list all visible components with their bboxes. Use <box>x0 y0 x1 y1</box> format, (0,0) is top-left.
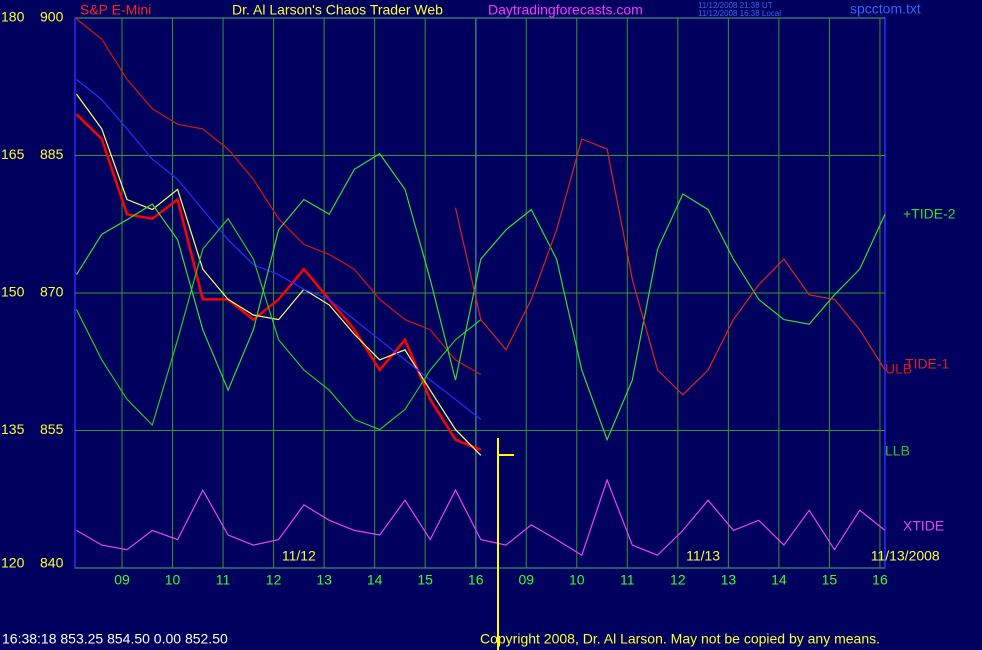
date-label: 11/12 <box>282 548 316 564</box>
x-tick-label: 10 <box>165 572 181 588</box>
x-tick-label: 15 <box>417 572 433 588</box>
x-tick-label: 16 <box>872 572 888 588</box>
x-tick-label: 14 <box>771 572 787 588</box>
date-label: 11/13 <box>686 548 720 564</box>
series-line <box>75 152 886 442</box>
y2-tick-label: 180 <box>1 9 25 25</box>
series-line <box>76 478 886 557</box>
y-tick-label: 855 <box>40 421 64 437</box>
x-tick-label: 09 <box>518 572 534 588</box>
y2-tick-label: 135 <box>1 421 25 437</box>
series-label: +TIDE-2 <box>903 206 956 222</box>
y2-tick-label: 120 <box>1 555 25 571</box>
x-tick-label: 13 <box>316 572 332 588</box>
timestamp: 11/12/2008 21:38 UT <box>698 1 773 10</box>
file-name: spcctom.txt <box>850 1 921 17</box>
series-line <box>75 113 482 451</box>
status: 16:38:18 853.25 854.50 0.00 852.50 <box>2 631 228 647</box>
series-line <box>76 78 482 420</box>
x-tick-label: 09 <box>114 572 130 588</box>
x-tick-label: 12 <box>266 572 282 588</box>
x-tick-label: 12 <box>670 572 686 588</box>
series-line <box>75 217 482 431</box>
x-tick-label: 16 <box>468 572 484 588</box>
copyright: Copyright 2008, Dr. Al Larson. May not b… <box>480 631 880 647</box>
x-tick-label: 14 <box>367 572 383 588</box>
series-label: ULB <box>885 361 912 377</box>
date-label: 11/13/2008 <box>871 548 940 564</box>
x-tick-label: 11 <box>216 572 231 588</box>
series-label: TIDE-1 <box>905 356 950 372</box>
series-line <box>454 138 886 396</box>
y-tick-label: 840 <box>40 555 64 571</box>
series-label: LLB <box>885 443 910 459</box>
series-label: XTIDE <box>903 518 944 534</box>
chart-title: S&P E-Mini <box>80 2 151 18</box>
x-tick-label: 13 <box>721 572 737 588</box>
y-tick-label: 885 <box>40 146 64 162</box>
lines <box>75 18 886 557</box>
chart-subtitle: Dr. Al Larson's Chaos Trader Web <box>232 2 443 18</box>
y-tick-label: 870 <box>40 284 64 300</box>
x-tick-label: 10 <box>569 572 585 588</box>
y2-tick-label: 150 <box>1 284 25 300</box>
site: Daytradingforecasts.com <box>488 2 643 18</box>
y2-tick-label: 165 <box>1 146 25 162</box>
series-line <box>76 93 482 456</box>
y-tick-label: 900 <box>40 9 64 25</box>
x-tick-label: 15 <box>822 572 838 588</box>
grid <box>75 17 885 569</box>
timestamp: 11/12/2008 16:38 Local <box>698 9 781 18</box>
x-tick-label: 11 <box>620 572 635 588</box>
series-line <box>76 18 482 376</box>
